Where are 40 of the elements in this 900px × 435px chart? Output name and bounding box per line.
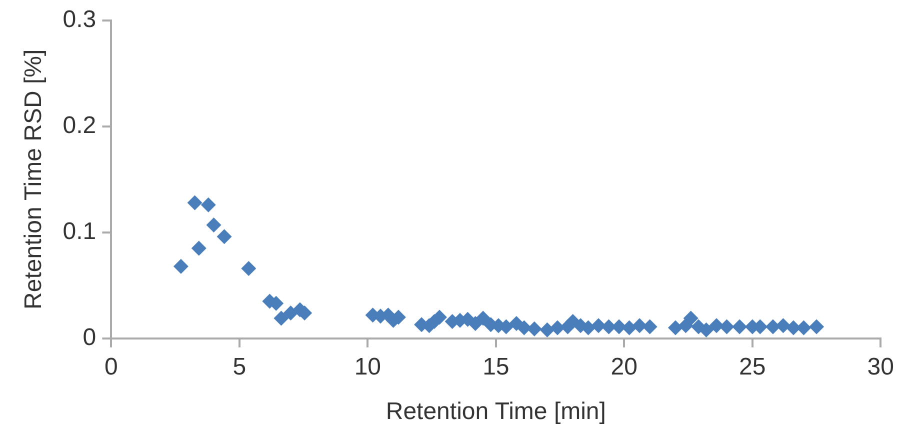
point (191, 240, 206, 256)
x-tick-label: 20 (610, 353, 638, 380)
point (173, 258, 188, 274)
point (187, 195, 202, 210)
x-tick-label: 0 (104, 353, 118, 380)
point (591, 318, 606, 334)
point (206, 217, 222, 232)
x-axis-title: Retention Time [min] (386, 398, 606, 426)
point (683, 310, 698, 326)
point (776, 318, 791, 334)
point (476, 310, 491, 326)
x-tick-label: 15 (482, 353, 510, 380)
point (274, 310, 289, 326)
point (622, 320, 637, 336)
y-tick-label: 0.3 (62, 6, 96, 34)
point (698, 322, 714, 338)
x-tick-label: 30 (867, 353, 894, 380)
y-tick-label: 0.2 (62, 112, 96, 140)
point (642, 319, 658, 334)
y-tick-label: 0 (82, 324, 96, 352)
point (668, 320, 683, 336)
point (765, 319, 780, 334)
point (540, 322, 555, 338)
point (732, 319, 748, 334)
y-tick-label: 0.1 (62, 218, 96, 246)
point (809, 319, 824, 334)
point (719, 319, 734, 334)
x-tick-label: 25 (739, 353, 766, 380)
x-tick-label: 10 (354, 353, 382, 380)
x-tick-label: 5 (232, 353, 246, 380)
point (708, 318, 724, 334)
point (632, 318, 648, 334)
y-axis-title: Retention Time RSD [%] (20, 49, 48, 310)
point (200, 197, 216, 212)
point (516, 320, 532, 336)
point (526, 321, 542, 336)
point (241, 260, 256, 276)
point (283, 305, 298, 320)
point (216, 229, 232, 244)
point (612, 319, 627, 334)
